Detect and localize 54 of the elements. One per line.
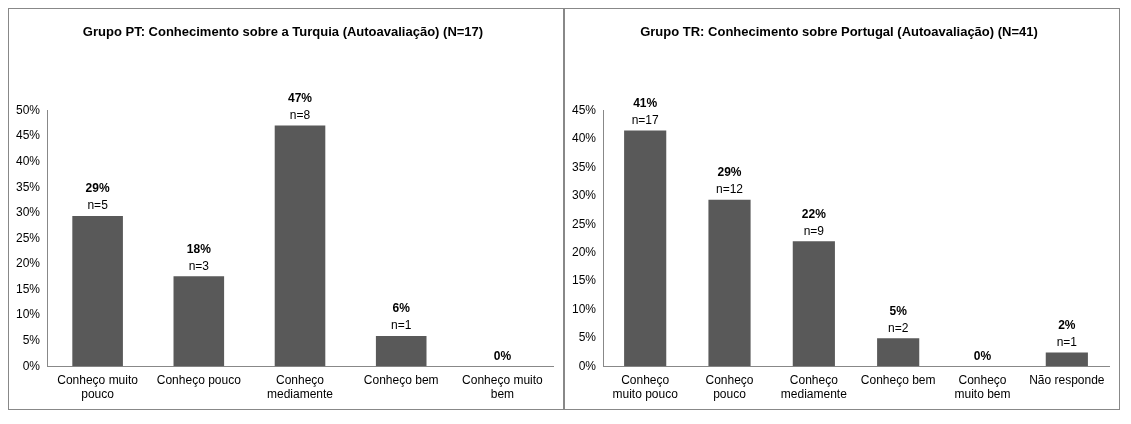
y-tick-label: 30% [571,188,597,203]
y-tick-label: 20% [571,244,597,259]
x-tick-label: Conheço muito bem [462,372,544,402]
x-tick-label: Conheço bem [363,372,439,387]
y-tick-label: 5% [578,330,597,345]
y-tick-label: 15% [571,273,597,288]
bar [1045,352,1088,367]
y-tick-label: 45% [15,128,41,143]
x-tick-label: Conheço pouco [705,372,754,402]
data-label: 47% n=8 [287,90,313,122]
data-label: 29% n=5 [85,181,110,213]
data-label: 41% n=17 [631,95,660,127]
bar [375,336,427,367]
x-tick-label: Conheço mediamente [266,372,334,402]
x-tick-label: Conheço muito pouco [612,372,679,402]
x-tick-label: Conheço pouco [156,372,242,387]
data-label: 0% [973,348,992,363]
bar [173,276,225,367]
bar [877,338,920,367]
data-label: 0% [493,348,512,363]
y-tick-label: 10% [15,307,41,322]
bar [72,215,123,367]
y-tick-label: 25% [571,216,597,231]
y-tick-label: 5% [22,332,41,347]
y-tick-label: 35% [15,179,41,194]
bar [274,125,326,367]
y-tick-label: 30% [15,205,41,220]
bar [624,130,667,367]
y-tick-label: 10% [571,301,597,316]
y-tick-label: 0% [578,358,597,373]
y-tick-label: 35% [571,159,597,174]
x-tick-label: Conheço mediamente [780,372,848,402]
data-label: 5% n=2 [887,303,909,335]
y-tick-label: 0% [22,358,41,373]
y-tick-label: 15% [15,281,41,296]
y-tick-label: 40% [15,154,41,169]
bar [792,241,835,367]
y-tick-label: 20% [15,256,41,271]
data-label: 22% n=9 [801,206,827,238]
x-tick-label: Conheço bem [860,372,936,387]
x-tick-label: Não responde [1029,372,1105,387]
chart-title: Grupo TR: Conhecimento sobre Portugal (Autoavaliação) (N=41) [640,24,1038,40]
x-tick-label: Conheço muito bem [954,372,1011,402]
x-tick-label: Conheço muito pouco [57,372,139,402]
data-label: 2% n=1 [1056,317,1078,349]
y-tick-label: 25% [15,230,41,245]
data-label: 6% n=1 [391,301,412,333]
data-label: 29% n=12 [716,165,744,197]
y-tick-label: 50% [15,102,41,117]
bar [708,199,751,367]
chart-title: Grupo PT: Conhecimento sobre a Turquia (Autoavaliação) (N=17) [82,24,484,40]
y-tick-label: 40% [571,131,597,146]
data-label: 18% n=3 [186,241,212,273]
y-tick-label: 45% [571,102,597,117]
